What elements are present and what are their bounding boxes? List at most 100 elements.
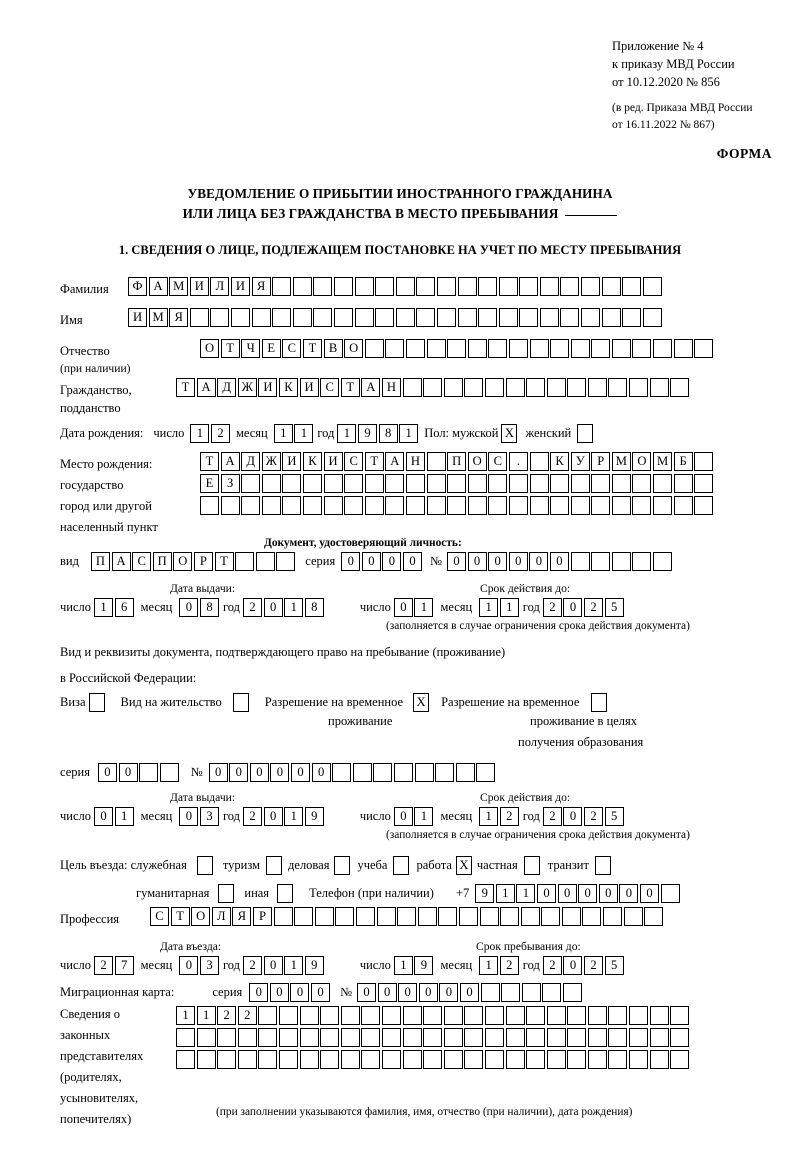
char-box[interactable]: 2 <box>243 807 263 826</box>
char-box[interactable] <box>272 308 292 327</box>
sex-female-checkbox[interactable] <box>577 424 594 443</box>
char-box[interactable]: С <box>488 452 508 471</box>
char-box[interactable]: 2 <box>584 807 604 826</box>
char-box[interactable]: Р <box>193 552 213 571</box>
char-box[interactable]: 8 <box>304 598 324 617</box>
purpose-other-checkbox[interactable] <box>277 884 294 903</box>
char-box[interactable]: 0 <box>269 983 289 1002</box>
char-box[interactable]: 1 <box>190 424 210 443</box>
char-box[interactable] <box>632 552 652 571</box>
char-box[interactable] <box>546 1006 566 1025</box>
char-box[interactable] <box>644 907 664 926</box>
char-box[interactable]: 2 <box>584 956 604 975</box>
char-box[interactable] <box>567 1028 587 1047</box>
char-box[interactable]: 2 <box>237 1006 257 1025</box>
char-box[interactable] <box>375 308 395 327</box>
char-box[interactable] <box>414 763 434 782</box>
char-box[interactable]: Ф <box>128 277 147 296</box>
char-box[interactable] <box>611 339 631 358</box>
char-box[interactable]: 1 <box>499 598 519 617</box>
char-box[interactable] <box>176 1050 195 1069</box>
char-box[interactable] <box>632 339 652 358</box>
char-box[interactable] <box>457 308 477 327</box>
char-box[interactable]: 0 <box>263 598 283 617</box>
char-box[interactable] <box>354 277 374 296</box>
char-box[interactable] <box>521 983 541 1002</box>
char-box[interactable]: Л <box>211 907 231 926</box>
char-box[interactable]: 2 <box>499 956 519 975</box>
residence-permit-checkbox[interactable] <box>232 693 249 712</box>
char-box[interactable] <box>457 277 477 296</box>
char-box[interactable] <box>587 378 607 397</box>
char-box[interactable]: 2 <box>499 807 519 826</box>
char-box[interactable]: 2 <box>210 424 230 443</box>
char-box[interactable]: О <box>191 907 211 926</box>
char-box[interactable]: 1 <box>414 807 434 826</box>
char-box[interactable] <box>505 378 525 397</box>
char-box[interactable] <box>550 339 570 358</box>
char-box[interactable] <box>272 277 292 296</box>
char-box[interactable] <box>375 277 395 296</box>
char-box[interactable] <box>340 1050 360 1069</box>
char-box[interactable] <box>333 277 353 296</box>
char-box[interactable]: 3 <box>199 807 219 826</box>
char-box[interactable]: 0 <box>382 552 402 571</box>
char-box[interactable] <box>529 452 549 471</box>
char-box[interactable] <box>237 1050 257 1069</box>
char-box[interactable] <box>653 474 673 493</box>
char-box[interactable] <box>570 339 590 358</box>
char-box[interactable] <box>395 277 415 296</box>
char-box[interactable] <box>416 277 436 296</box>
char-box[interactable]: 0 <box>639 884 659 903</box>
char-box[interactable] <box>622 277 642 296</box>
char-box[interactable]: 5 <box>604 956 624 975</box>
char-box[interactable]: 0 <box>208 763 228 782</box>
char-box[interactable] <box>364 339 384 358</box>
char-box[interactable] <box>373 763 393 782</box>
char-box[interactable] <box>520 907 540 926</box>
char-box[interactable] <box>519 277 539 296</box>
char-box[interactable] <box>443 1006 463 1025</box>
char-box[interactable]: Т <box>170 907 190 926</box>
char-box[interactable] <box>278 1006 298 1025</box>
char-box[interactable] <box>591 552 611 571</box>
char-box[interactable]: Р <box>252 907 272 926</box>
char-box[interactable]: К <box>278 378 298 397</box>
char-box[interactable] <box>488 474 508 493</box>
char-box[interactable]: 8 <box>199 598 219 617</box>
char-box[interactable] <box>402 378 422 397</box>
char-box[interactable] <box>251 308 271 327</box>
char-box[interactable] <box>443 1028 463 1047</box>
char-box[interactable] <box>694 452 714 471</box>
char-box[interactable] <box>344 496 364 515</box>
char-box[interactable]: . <box>508 452 528 471</box>
char-box[interactable] <box>292 308 312 327</box>
char-box[interactable] <box>282 496 302 515</box>
char-box[interactable] <box>364 474 384 493</box>
char-box[interactable]: А <box>220 452 240 471</box>
char-box[interactable]: 7 <box>114 956 134 975</box>
char-box[interactable] <box>608 1050 628 1069</box>
char-box[interactable] <box>562 983 582 1002</box>
char-box[interactable] <box>476 763 496 782</box>
char-box[interactable]: 1 <box>196 1006 216 1025</box>
char-box[interactable]: 1 <box>176 1006 195 1025</box>
char-box[interactable] <box>478 308 498 327</box>
char-box[interactable] <box>361 1028 381 1047</box>
char-box[interactable] <box>479 907 499 926</box>
char-box[interactable] <box>381 1028 401 1047</box>
char-box[interactable] <box>423 378 443 397</box>
char-box[interactable]: А <box>148 277 168 296</box>
char-box[interactable] <box>423 1050 443 1069</box>
char-box[interactable]: 2 <box>217 1006 237 1025</box>
char-box[interactable] <box>582 907 602 926</box>
char-box[interactable] <box>529 474 549 493</box>
